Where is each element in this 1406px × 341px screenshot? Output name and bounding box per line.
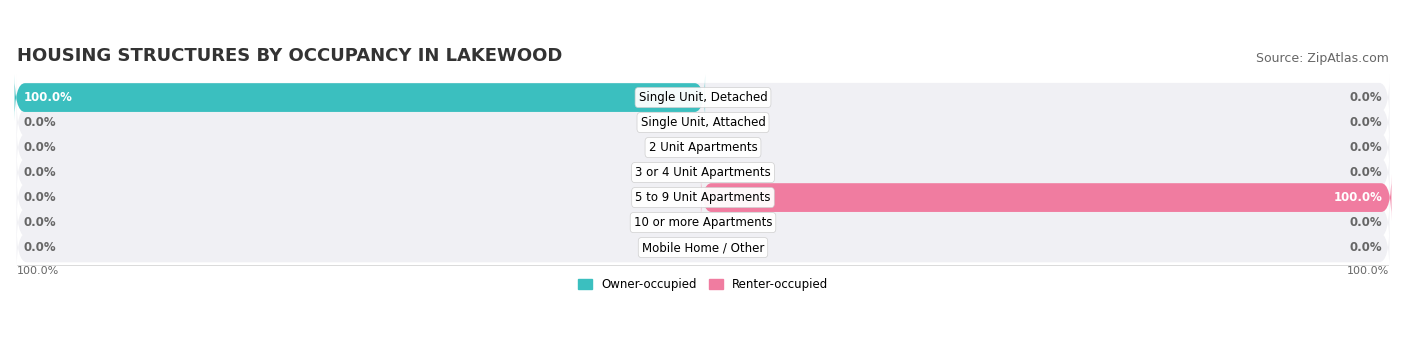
FancyBboxPatch shape xyxy=(17,125,1389,170)
Text: 0.0%: 0.0% xyxy=(24,116,56,129)
Text: 0.0%: 0.0% xyxy=(1350,91,1382,104)
Text: 0.0%: 0.0% xyxy=(1350,141,1382,154)
Text: 0.0%: 0.0% xyxy=(24,141,56,154)
FancyBboxPatch shape xyxy=(17,100,1389,145)
Text: 100.0%: 100.0% xyxy=(24,91,72,104)
Text: HOUSING STRUCTURES BY OCCUPANCY IN LAKEWOOD: HOUSING STRUCTURES BY OCCUPANCY IN LAKEW… xyxy=(17,47,562,65)
Text: Single Unit, Detached: Single Unit, Detached xyxy=(638,91,768,104)
FancyBboxPatch shape xyxy=(17,175,1389,220)
Text: 2 Unit Apartments: 2 Unit Apartments xyxy=(648,141,758,154)
Text: 0.0%: 0.0% xyxy=(24,216,56,229)
Text: 5 to 9 Unit Apartments: 5 to 9 Unit Apartments xyxy=(636,191,770,204)
Text: Single Unit, Attached: Single Unit, Attached xyxy=(641,116,765,129)
Text: 0.0%: 0.0% xyxy=(1350,166,1382,179)
Text: 10 or more Apartments: 10 or more Apartments xyxy=(634,216,772,229)
FancyBboxPatch shape xyxy=(17,75,1389,120)
FancyBboxPatch shape xyxy=(17,225,1389,270)
FancyBboxPatch shape xyxy=(702,175,1392,221)
Text: 0.0%: 0.0% xyxy=(24,166,56,179)
Text: 0.0%: 0.0% xyxy=(1350,241,1382,254)
Text: Source: ZipAtlas.com: Source: ZipAtlas.com xyxy=(1257,52,1389,65)
FancyBboxPatch shape xyxy=(17,150,1389,195)
Legend: Owner-occupied, Renter-occupied: Owner-occupied, Renter-occupied xyxy=(572,273,834,296)
Text: 100.0%: 100.0% xyxy=(1347,266,1389,276)
FancyBboxPatch shape xyxy=(17,200,1389,246)
Text: 0.0%: 0.0% xyxy=(24,191,56,204)
Text: 0.0%: 0.0% xyxy=(1350,216,1382,229)
Text: 100.0%: 100.0% xyxy=(17,266,59,276)
Text: 100.0%: 100.0% xyxy=(1334,191,1382,204)
Text: 3 or 4 Unit Apartments: 3 or 4 Unit Apartments xyxy=(636,166,770,179)
FancyBboxPatch shape xyxy=(14,74,704,121)
Text: 0.0%: 0.0% xyxy=(24,241,56,254)
Text: Mobile Home / Other: Mobile Home / Other xyxy=(641,241,765,254)
Text: 0.0%: 0.0% xyxy=(1350,116,1382,129)
